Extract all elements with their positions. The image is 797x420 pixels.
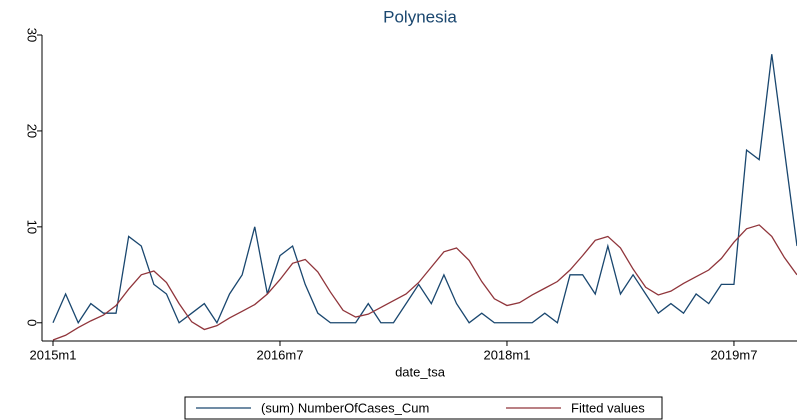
series-line bbox=[52, 224, 797, 341]
y-tick-label: 10 bbox=[25, 220, 40, 234]
legend-label: (sum) NumberOfCases_Cum bbox=[261, 400, 429, 415]
plot-area bbox=[52, 54, 797, 341]
legend-label: Fitted values bbox=[571, 400, 645, 415]
x-tick-label: 2016m7 bbox=[256, 347, 303, 362]
series-line bbox=[52, 54, 797, 325]
x-tick-label: 2019m7 bbox=[710, 347, 757, 362]
y-tick-label: 20 bbox=[25, 124, 40, 138]
x-axis-label: date_tsa bbox=[395, 364, 446, 379]
y-tick-label: 0 bbox=[25, 319, 40, 326]
legend bbox=[184, 396, 663, 420]
x-tick-label: 2018m1 bbox=[483, 347, 530, 362]
y-tick-label: 30 bbox=[25, 28, 40, 42]
x-tick-label: 2015m1 bbox=[30, 347, 77, 362]
chart-title: Polynesia bbox=[383, 7, 457, 26]
